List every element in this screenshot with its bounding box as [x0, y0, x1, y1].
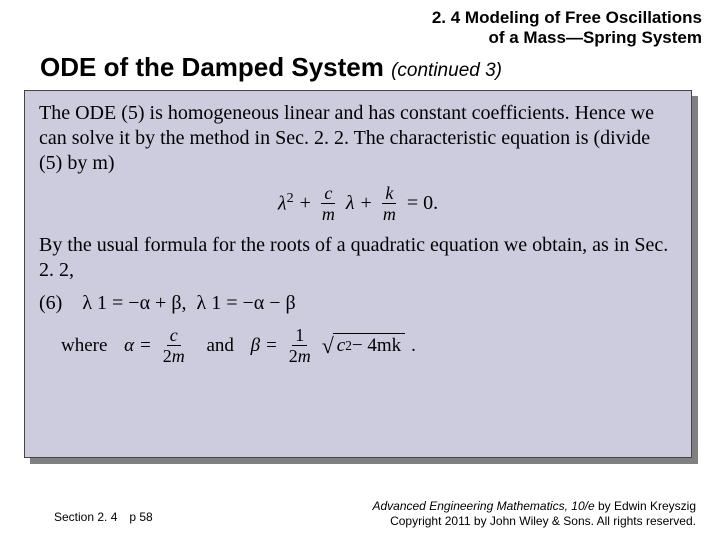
- eq-plus2: +: [361, 191, 372, 216]
- frac-num: c: [167, 326, 181, 346]
- beta-eq: β =: [251, 334, 278, 358]
- footer-page-ref: Section 2. 4 p 58: [54, 510, 153, 524]
- and-text: and: [206, 334, 233, 358]
- where-definitions: where α = c 22mm and β = 1 2m √ c2 − 4mk…: [61, 326, 677, 365]
- eq-zero: = 0.: [407, 191, 438, 216]
- paragraph-1: The ODE (5) is homogeneous linear and ha…: [39, 101, 677, 176]
- equation-roots: (6) λ 1 = −α + β, λ 1 = −α − β: [39, 291, 677, 316]
- frac-den: m: [319, 204, 338, 223]
- frac-num: c: [321, 184, 335, 204]
- eq-lambda2: λ: [346, 191, 355, 216]
- frac-den: 22mm: [160, 346, 188, 365]
- sqrt-expr: √ c2 − 4mk: [322, 333, 405, 358]
- eq-frac-cm: c m: [319, 184, 338, 223]
- alpha-eq: α =: [124, 334, 152, 358]
- page-title: ODE of the Damped System (continued 3): [40, 52, 502, 83]
- footer-copyright: Copyright 2011 by John Wiley & Sons. All…: [372, 514, 696, 530]
- content-box: The ODE (5) is homogeneous linear and ha…: [24, 90, 692, 458]
- where-text: where: [61, 334, 107, 358]
- period: .: [411, 334, 416, 358]
- title-main: ODE of the Damped System: [40, 52, 384, 82]
- frac-num: k: [382, 184, 396, 204]
- equation-characteristic: λ2 + c m λ + k m = 0.: [39, 184, 677, 223]
- section-label-line1: 2. 4 Modeling of Free Oscillations: [432, 8, 702, 28]
- eq-plus: +: [300, 191, 311, 216]
- eq-lambda: λ: [278, 193, 287, 215]
- frac-den: m: [380, 204, 399, 223]
- paragraph-2: By the usual formula for the roots of a …: [39, 233, 677, 283]
- section-header: 2. 4 Modeling of Free Oscillations of a …: [432, 8, 702, 49]
- frac-beta: 1 2m: [286, 326, 314, 365]
- eq-frac-km: k m: [380, 184, 399, 223]
- sqrt-rest: − 4mk: [352, 334, 401, 358]
- title-continued: (continued 3): [391, 60, 502, 81]
- sqrt-c: c: [337, 334, 345, 358]
- frac-den: 2m: [286, 346, 314, 365]
- footer-author: by Edwin Kreyszig: [595, 499, 696, 513]
- section-label-line2: of a Mass—Spring System: [432, 28, 702, 48]
- footer-book-title: Advanced Engineering Mathematics, 10/e: [372, 499, 594, 513]
- frac-alpha: c 22mm: [160, 326, 188, 365]
- frac-num: 1: [292, 326, 307, 346]
- footer-attribution: Advanced Engineering Mathematics, 10/e b…: [372, 499, 696, 530]
